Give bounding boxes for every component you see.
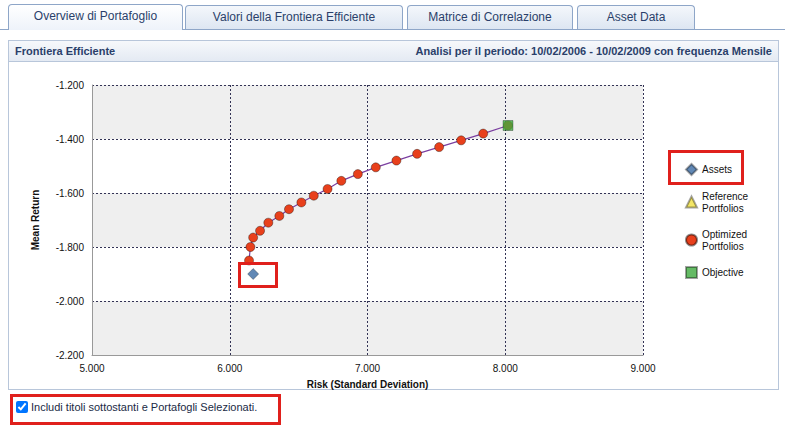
svg-text:Optimized: Optimized [702, 229, 750, 240]
svg-text:9.000: 9.000 [630, 363, 655, 374]
svg-text:-1.200: -1.200 [56, 80, 85, 91]
svg-text:-2.200: -2.200 [56, 350, 85, 361]
html-text:Includi titoli sottostanti e P: Includi titoli sottostanti e Portafogli … [31, 401, 258, 413]
svg-text:Portfolios: Portfolios [702, 203, 744, 214]
svg-text:Mean Return: Mean Return [30, 190, 41, 251]
svg-text:6.000: 6.000 [217, 363, 242, 374]
html-text:Overview di Portafoglio: Overview di Portafoglio [33, 9, 158, 23]
svg-text:-2.000: -2.000 [56, 296, 85, 307]
svg-text:-1.400: -1.400 [56, 134, 85, 145]
svg-text:-1.800: -1.800 [56, 242, 85, 253]
html-text:Analisi per il periodo: 10/02/: Analisi per il periodo: 10/02/2006 - 10/… [415, 45, 772, 57]
html-text:Matrice di Correlazione: Matrice di Correlazione [428, 10, 552, 24]
svg-text:Risk (Standard Deviation): Risk (Standard Deviation) [307, 379, 429, 390]
svg-text:Reference: Reference [702, 191, 751, 202]
svg-text:8.000: 8.000 [493, 363, 518, 374]
svg-text:-1.600: -1.600 [56, 188, 85, 199]
svg-text:Portfolios: Portfolios [702, 241, 744, 252]
svg-text:5.000: 5.000 [79, 363, 104, 374]
svg-text:7.000: 7.000 [355, 363, 380, 374]
html-text:Frontiera Efficiente: Frontiera Efficiente [15, 45, 116, 57]
svg-text:Objective: Objective [702, 267, 744, 278]
html-text:Valori della Frontiera Efficie: Valori della Frontiera Efficiente [212, 10, 376, 24]
svg-text:Assets: Assets [702, 164, 732, 175]
html-text:Asset Data: Asset Data [606, 10, 666, 24]
